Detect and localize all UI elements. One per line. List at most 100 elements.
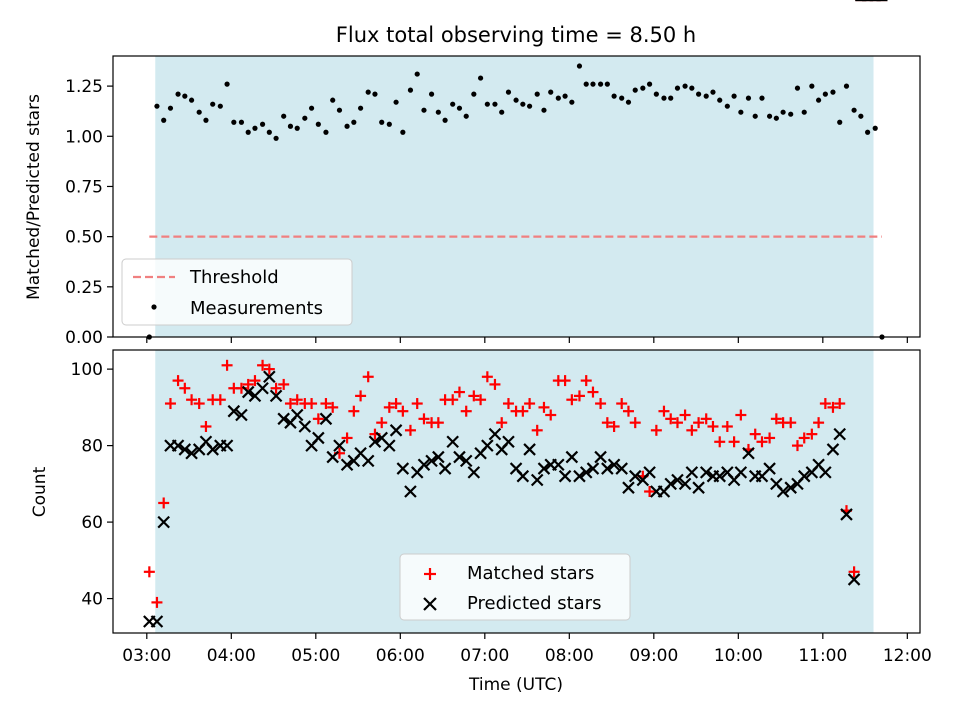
ratio-y-tick-label: 0.50 [65,228,103,248]
predicted-star-point [383,439,396,452]
x-tick-label: 12:00 [883,646,932,666]
matched-star-point [834,398,846,410]
measurement-point [597,81,604,87]
predicted-star-point [467,466,481,479]
matched-star-point [749,428,761,440]
measurement-point [281,113,287,119]
measurement-point [822,91,828,97]
x-tick-label: 03:00 [122,646,171,666]
measurement-point [224,81,230,87]
measurement-point [851,107,857,113]
predicted-star-point [826,443,840,456]
ratio-y-tick-label: 0.00 [65,328,103,348]
x-tick-label: 11:00 [798,646,847,666]
measurement-point [611,93,617,99]
measurement-point [484,101,490,107]
measurement-point [576,63,583,69]
ratio-y-ticks: 0.00 0.25 0.50 0.75 1.00 1.25 [65,77,113,348]
matched-star-point [671,417,683,429]
measurement-point [188,97,195,103]
measurement-point [738,109,744,115]
predicted-star-point [220,439,234,452]
measurement-point [674,85,681,91]
measurement-point [471,91,477,97]
measurement-point [830,89,836,95]
matched-star-point [616,398,628,410]
measurement-point [266,129,272,135]
matched-star-point [404,424,416,436]
matched-star-point [721,420,733,432]
count-x-ticks: 03:00 04:00 05:00 06:00 07:00 08:00 09:00 10:00… [122,633,932,666]
matched-star-point [686,424,698,436]
legend-measurements-label: Measurements [190,298,323,319]
ratio-y-tick-label: 1.00 [65,127,103,147]
matched-star-point [700,413,712,425]
predicted-star-point [763,462,776,475]
measurement-point [759,95,765,101]
predicted-star-point [453,450,466,464]
measurement-point [773,115,779,121]
matched-star-point [475,394,487,406]
matched-star-point [566,394,578,406]
ratio-y-axis-label: Matched/Predicted stars [24,94,44,300]
predicted-star-point [298,420,312,433]
count-legend: Matched stars Predicted stars [399,553,631,621]
predicted-star-point [558,469,572,483]
predicted-star-point [206,443,219,456]
measurement-point [231,119,237,125]
matched-star-point [608,420,620,432]
predicted-star-point [269,389,283,403]
predicted-star-point [438,462,452,475]
measurement-point [245,129,251,135]
matched-star-point [291,394,303,406]
matched-star-point [580,375,592,387]
legend-matched-label: Matched stars [467,563,594,584]
measurement-point [555,95,561,101]
predicted-star-point [481,439,494,452]
count-y-tick-label: 80 [81,437,103,457]
measurement-point [379,119,385,125]
measurement-point [238,119,245,125]
predicted-star-point [840,508,853,521]
measurement-point [414,71,420,77]
x-tick-label: 09:00 [629,646,678,666]
predicted-star-point [488,427,502,441]
matched-star-point [496,417,508,429]
matched-star-point [524,398,536,410]
ratio-legend: Threshold Measurements [121,258,353,326]
matched-star-point [418,413,430,425]
measurement-point [287,123,294,129]
matched-star-point [327,401,339,413]
measurement-point [619,95,625,101]
measurement-point [167,105,174,111]
measurement-point [154,103,160,109]
matched-star-point [517,405,529,417]
measurement-point [837,119,843,125]
measurement-point [273,135,279,141]
measurement-point [625,99,632,105]
measurement-point [428,91,435,97]
matched-star-point [489,378,501,390]
predicted-star-point [628,469,642,483]
measurement-point [682,83,688,89]
matched-star-point [263,363,275,375]
predicted-star-point [643,466,656,479]
predicted-star-point [664,477,677,491]
measurement-point [393,99,399,105]
predicted-star-point [586,462,600,475]
matched-star-point [312,413,324,425]
measurement-point [351,119,357,125]
matched-star-point [756,436,768,448]
matched-star-point [764,432,776,444]
matched-star-point [355,390,367,402]
ratio-plot-border [112,55,921,338]
x-tick-label: 04:00 [207,646,256,666]
matched-star-point [179,382,191,394]
matched-star-point [432,417,444,429]
matched-star-point [411,398,423,410]
matched-star-point [785,417,797,429]
predicted-star-point [622,481,635,494]
predicted-star-point [396,462,410,475]
predicted-star-point [594,450,607,464]
